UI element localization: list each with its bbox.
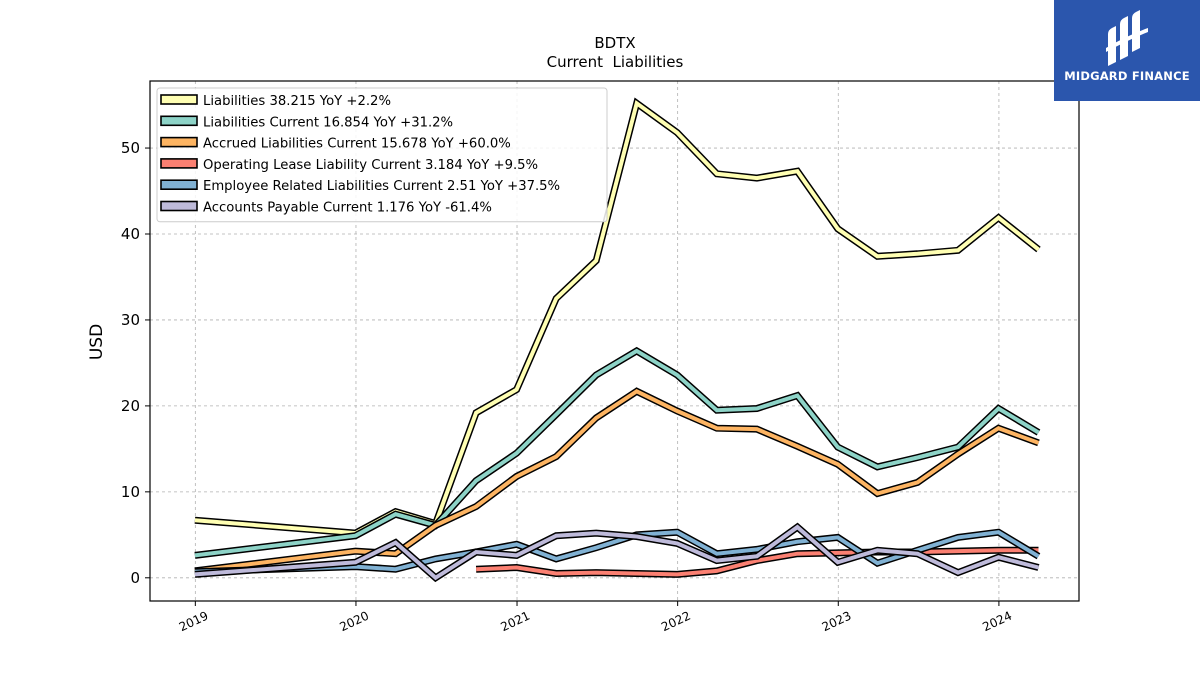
y-tick-label: 30 [121,311,140,329]
y-tick-label: 50 [121,139,140,157]
legend-label: Operating Lease Liability Current 3.184 … [203,158,538,173]
legend-swatch [160,158,198,169]
x-tick-label: 2022 [659,609,693,635]
legend-swatch [160,115,198,127]
series-lines [194,97,1041,583]
series-line [194,348,1040,558]
y-tick-label: 10 [121,483,140,501]
x-tick-label: 2019 [177,609,211,635]
brand-name: MIDGARD FINANCE [1064,69,1190,83]
legend-label: Accounts Payable Current 1.176 YoY -61.4… [203,201,492,216]
y-tick-label: 40 [121,225,140,243]
x-tick-label: 2021 [499,609,533,635]
series-1 [194,346,1041,559]
x-tick-label: 2020 [337,609,371,635]
chart-title: BDTX [594,34,635,52]
legend: Liabilities 38.215 YoY +2.2% Liabilities … [156,87,608,223]
legend-box [156,87,608,223]
series-3 [475,546,1039,578]
chart-subtitle: Current Liabilities [547,53,684,71]
y-tick-label: 0 [130,569,140,587]
x-tick-label: 2023 [820,609,854,635]
legend-swatch [160,136,198,148]
legend-label: Liabilities 38.215 YoY +2.2% [203,94,391,109]
legend-label: Employee Related Liabilities Current 2.5… [203,179,560,194]
legend-swatch [160,179,198,190]
series-2 [194,387,1040,575]
legend-label: Liabilities Current 16.854 YoY +31.2% [203,115,453,130]
y-axis-label: USD [87,324,107,360]
legend-swatch [160,200,198,212]
series-line-outline [194,346,1041,559]
series-5 [194,522,1040,583]
legend-label: Accrued Liabilities Current 15.678 YoY +… [203,137,511,152]
plot-frame [149,80,1080,602]
y-tick-label: 20 [121,397,140,415]
legend-swatch [160,94,198,105]
midgard-mark-icon [1106,10,1148,66]
x-tick-label: 2024 [980,609,1014,635]
brand-logo: MIDGARD FINANCE [1054,0,1200,101]
